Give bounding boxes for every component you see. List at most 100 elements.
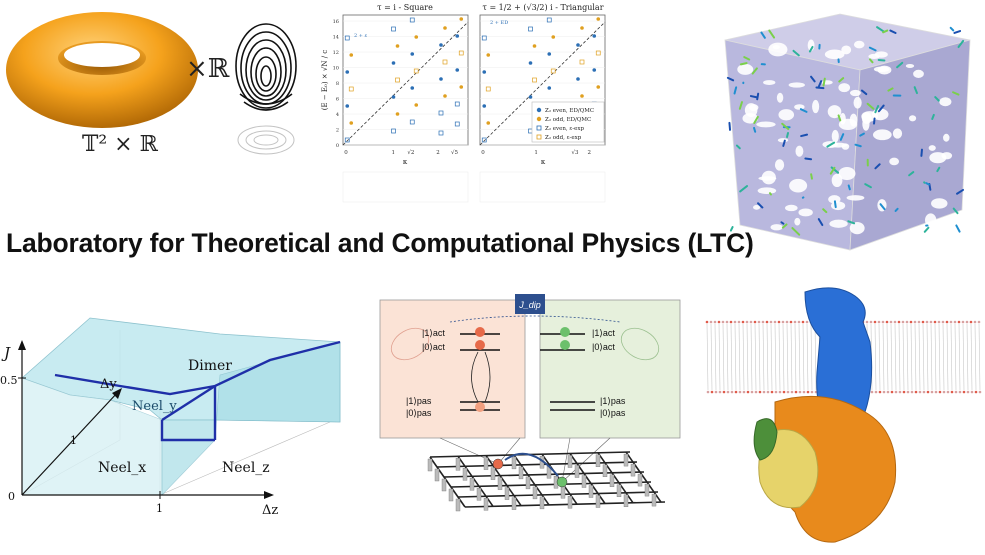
- lipid-head: [906, 321, 909, 324]
- lattice-spin: [505, 488, 509, 500]
- spectrum-point: [482, 104, 486, 108]
- y-tick-label: 6: [336, 97, 339, 103]
- pore: [789, 179, 807, 193]
- lipid-head: [771, 391, 774, 394]
- pore: [893, 128, 902, 138]
- lipid-tail: [955, 324, 956, 390]
- molecule: [954, 31, 960, 33]
- spectrum-point: [547, 86, 551, 90]
- lattice-spin: [526, 477, 530, 489]
- y-tick-label: 12: [333, 50, 339, 56]
- lipid-head: [923, 391, 926, 394]
- spectrum-point: [349, 121, 353, 125]
- lipid-tail: [915, 324, 916, 390]
- right-act-1: |1⟩act: [592, 328, 615, 338]
- lipid-head: [903, 391, 906, 394]
- lipid-head: [942, 321, 945, 324]
- torus-icon: [0, 0, 240, 200]
- molecule: [801, 135, 807, 136]
- lipid-head: [775, 391, 778, 394]
- pore: [906, 64, 914, 68]
- lattice-line: [465, 502, 665, 507]
- pore: [812, 100, 819, 113]
- y-tick-label: 16: [333, 19, 339, 25]
- lipid-tail: [907, 324, 908, 390]
- lipid-head: [735, 391, 738, 394]
- left-x-label: κ: [403, 158, 408, 166]
- right-x-tick-label: √3: [572, 149, 580, 156]
- tick-0-5: 0.5: [0, 374, 18, 387]
- spectrum-point: [486, 53, 490, 57]
- lattice-spin: [652, 494, 656, 506]
- lipid-head: [774, 321, 777, 324]
- molecule: [835, 201, 836, 207]
- lipid-head: [727, 391, 730, 394]
- pore: [745, 103, 758, 117]
- spectrum-point: [439, 77, 443, 81]
- pore: [775, 159, 784, 170]
- page-heading: Laboratory for Theoretical and Computati…: [6, 228, 981, 259]
- pore: [785, 205, 798, 211]
- pore: [913, 70, 924, 78]
- lipid-head: [874, 321, 877, 324]
- lipid-head: [866, 321, 869, 324]
- spectrum-point: [596, 85, 600, 89]
- axis-dz-label: Δz: [262, 503, 278, 518]
- right-pas-0: |0⟩pas: [600, 408, 626, 418]
- lattice-spin: [568, 456, 572, 468]
- origin-label: 0: [8, 490, 15, 503]
- spectrum-point: [345, 70, 349, 74]
- lattice-spin: [589, 486, 593, 498]
- molecule: [741, 63, 747, 64]
- lattice-spin: [498, 478, 502, 490]
- lattice-spin: [645, 484, 649, 496]
- lipid-head: [926, 321, 929, 324]
- lipid-head: [894, 321, 897, 324]
- lipid-tail: [803, 324, 804, 390]
- lipid-tail: [811, 324, 812, 390]
- right-act-0: |0⟩act: [592, 342, 615, 352]
- lipid-head: [871, 391, 874, 394]
- lipid-head: [890, 321, 893, 324]
- lipid-head: [786, 321, 789, 324]
- pore: [778, 138, 788, 142]
- left-act-1: |1⟩act: [422, 328, 445, 338]
- lattice-spin: [491, 468, 495, 480]
- phase-neel-z: Neel_z: [222, 460, 270, 476]
- lattice-spin: [463, 468, 467, 480]
- lipid-head: [898, 321, 901, 324]
- spectrum-point: [547, 52, 551, 56]
- lipid-tail: [927, 324, 928, 390]
- lattice-spin: [470, 478, 474, 490]
- lipid-tail: [887, 324, 888, 390]
- lipid-head: [914, 321, 917, 324]
- lipid-tail: [783, 324, 784, 390]
- lipid-head: [886, 321, 889, 324]
- lipid-head: [791, 391, 794, 394]
- lipid-tail: [815, 324, 816, 390]
- lipid-head: [910, 321, 913, 324]
- porous-cube-panel: [700, 0, 985, 255]
- lipid-head: [971, 391, 974, 394]
- spectrum-point: [596, 17, 600, 21]
- left-x-tick-label: 0: [344, 150, 348, 156]
- lipid-head: [763, 391, 766, 394]
- lipid-tail: [727, 324, 728, 390]
- legend-even-eps: Z₂ even, ε-exp: [545, 126, 584, 132]
- spectrum-point: [410, 52, 414, 56]
- pore: [762, 171, 776, 185]
- lattice-spin: [533, 487, 537, 499]
- lipid-tail: [739, 324, 740, 390]
- pore: [850, 90, 861, 96]
- lipid-tail: [979, 324, 980, 390]
- membrane-protein-panel: [705, 282, 985, 550]
- spectrum-point: [455, 34, 459, 38]
- pore: [889, 158, 899, 166]
- lipid-head: [730, 321, 733, 324]
- molecule: [754, 128, 755, 132]
- lipid-tail: [735, 324, 736, 390]
- pore: [773, 45, 780, 49]
- lattice-spin: [428, 459, 432, 471]
- lattice-spin: [603, 465, 607, 477]
- spectrum-point: [443, 94, 447, 98]
